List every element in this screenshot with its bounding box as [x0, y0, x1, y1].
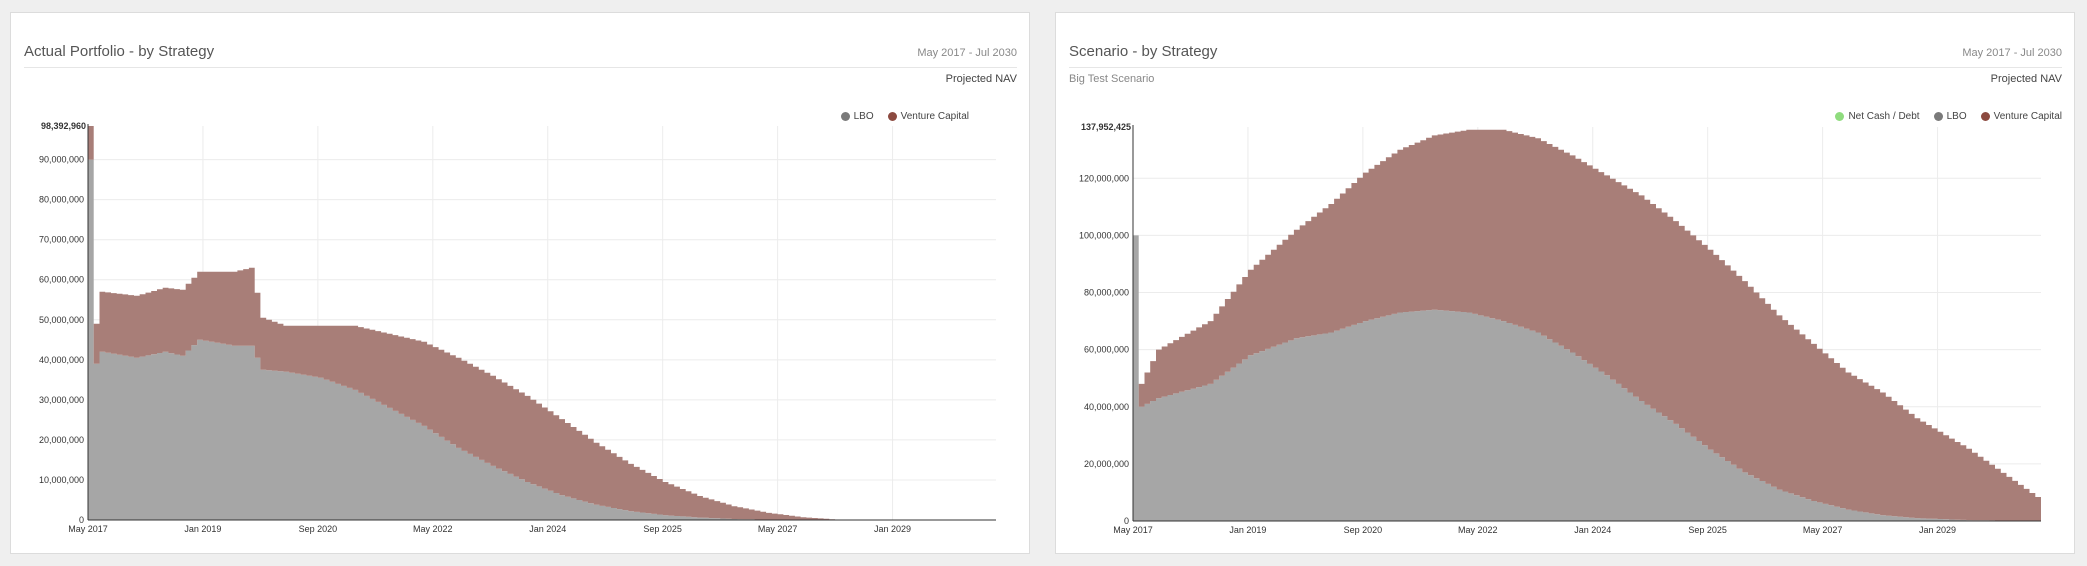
- x-tick-label: May 2022: [1458, 525, 1498, 535]
- chart-subtitle: Projected NAV: [1990, 73, 2062, 85]
- y-max-label: 137,952,425: [1081, 122, 1131, 132]
- x-tick-label: May 2017: [68, 524, 108, 534]
- legend-item-net-cash-debt[interactable]: Net Cash / Debt: [1835, 111, 1920, 122]
- y-tick-label: 20,000,000: [39, 435, 84, 445]
- y-tick-label: 40,000,000: [1084, 402, 1129, 412]
- y-tick-label: 50,000,000: [39, 315, 84, 325]
- x-tick-label: May 2027: [1803, 525, 1843, 535]
- x-tick-label: Sep 2020: [1344, 525, 1383, 535]
- scenario-chart: 0 20,000,000 40,000,000 60,000,000 80,000,00…: [1079, 122, 2041, 535]
- x-tick-label: Jan 2019: [1229, 525, 1266, 535]
- date-range: May 2017 - Jul 2030: [1962, 47, 2062, 59]
- x-tick-label: Jan 2024: [1574, 525, 1611, 535]
- legend-label: Venture Capital: [900, 111, 969, 122]
- area-series-lbo[interactable]: [1133, 235, 2041, 521]
- legend-dot-icon: [1933, 112, 1943, 121]
- divider: [1069, 67, 2062, 68]
- date-range: May 2017 - Jul 2030: [917, 47, 1017, 59]
- y-tick-label: 0: [79, 515, 84, 525]
- chart-legend: Net Cash / Debt LBO Venture Capital: [1835, 111, 2062, 122]
- actual-portfolio-chart: 0 10,000,000 20,000,000 30,000,000 40,000,00…: [39, 121, 996, 534]
- divider: [24, 67, 1017, 68]
- x-tick-label: May 2027: [758, 524, 798, 534]
- y-tick-label: 80,000,000: [39, 195, 84, 205]
- legend-label: Venture Capital: [1993, 111, 2062, 122]
- legend-item-lbo[interactable]: LBO: [1933, 111, 1967, 122]
- chart-subtitle: Projected NAV: [945, 73, 1017, 85]
- area-series-lbo[interactable]: [88, 159, 996, 520]
- x-tick-label: Jan 2024: [529, 524, 566, 534]
- x-tick-label: Sep 2020: [299, 524, 338, 534]
- x-tick-label: Jan 2029: [1919, 525, 1956, 535]
- y-tick-label: 0: [1124, 516, 1129, 526]
- y-tick-label: 80,000,000: [1084, 288, 1129, 298]
- area-series-venture-capital[interactable]: [1133, 129, 2041, 521]
- x-tick-label: Sep 2025: [1688, 525, 1727, 535]
- legend-dot-icon: [840, 112, 850, 121]
- y-tick-label: 30,000,000: [39, 395, 84, 405]
- legend-item-venture-capital[interactable]: Venture Capital: [887, 111, 969, 122]
- y-tick-label: 100,000,000: [1079, 230, 1129, 240]
- x-tick-label: Sep 2025: [643, 524, 682, 534]
- panel-title: Actual Portfolio - by Strategy: [24, 43, 215, 60]
- legend-item-venture-capital[interactable]: Venture Capital: [1980, 111, 2062, 122]
- legend-dot-icon: [887, 112, 897, 121]
- y-tick-label: 60,000,000: [39, 275, 84, 285]
- legend-label: Net Cash / Debt: [1848, 111, 1920, 122]
- x-tick-label: Jan 2019: [184, 524, 221, 534]
- y-tick-label: 120,000,000: [1079, 173, 1129, 183]
- y-tick-label: 20,000,000: [1084, 459, 1129, 469]
- legend-dot-icon: [1835, 112, 1845, 121]
- x-tick-label: May 2017: [1113, 525, 1153, 535]
- legend-item-lbo[interactable]: LBO: [840, 111, 874, 122]
- scenario-name: Big Test Scenario: [1069, 73, 1155, 85]
- y-tick-label: 70,000,000: [39, 235, 84, 245]
- legend-dot-icon: [1980, 112, 1990, 121]
- area-series-venture-capital[interactable]: [88, 126, 996, 520]
- y-tick-label: 60,000,000: [1084, 345, 1129, 355]
- legend-label: LBO: [853, 111, 874, 122]
- panel-title: Scenario - by Strategy: [1069, 43, 1218, 60]
- x-tick-label: May 2022: [413, 524, 453, 534]
- y-tick-label: 10,000,000: [39, 475, 84, 485]
- y-tick-label: 90,000,000: [39, 155, 84, 165]
- y-max-label: 98,392,960: [41, 121, 86, 131]
- chart-legend: LBO Venture Capital: [840, 111, 969, 122]
- actual-portfolio-panel: Actual Portfolio - by Strategy May 2017 …: [10, 12, 1030, 554]
- scenario-panel: Scenario - by Strategy May 2017 - Jul 20…: [1055, 12, 2075, 554]
- y-tick-label: 40,000,000: [39, 355, 84, 365]
- legend-label: LBO: [1946, 111, 1967, 122]
- x-tick-label: Jan 2029: [874, 524, 911, 534]
